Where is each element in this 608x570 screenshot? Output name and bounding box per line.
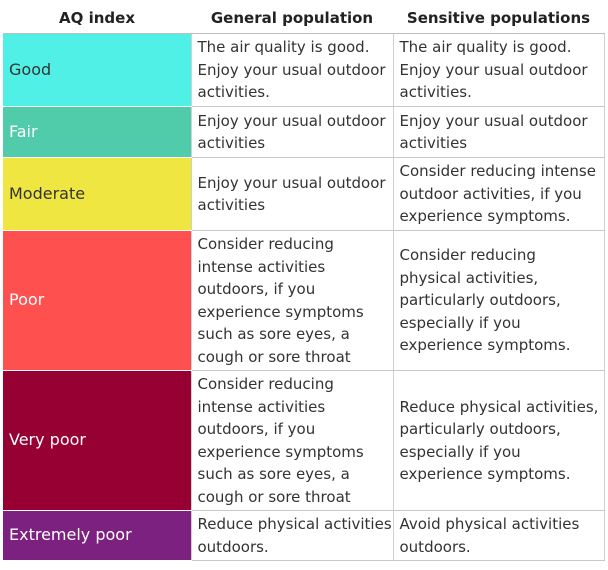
advice-line: The air quality is good. bbox=[197, 38, 370, 57]
advice-line: Consider reducing bbox=[399, 246, 536, 265]
general-population-cell: Enjoy your usual outdoor activities bbox=[190, 106, 393, 158]
advice-line: experience symptoms. bbox=[399, 336, 571, 355]
advice-line: activities bbox=[197, 134, 266, 152]
general-population-cell: Reduce physical activities outdoors. bbox=[190, 510, 393, 561]
table-row: Extremely poor Reduce physical activities… bbox=[3, 510, 605, 561]
advice-line: activities bbox=[197, 196, 266, 214]
general-population-cell: Enjoy your usual outdoor activities bbox=[190, 157, 393, 231]
table-row: Very poor Consider reducing intense activi… bbox=[3, 370, 605, 511]
table-row: Good The air quality is good. Enjoy your u… bbox=[3, 33, 605, 107]
advice-line: intense activities bbox=[197, 257, 326, 276]
general-population-cell: Consider reducing intense activities outdo… bbox=[190, 230, 393, 371]
sensitive-population-cell: Consider reducing intense outdoor activit… bbox=[392, 157, 605, 231]
advice-line: outdoors. bbox=[399, 537, 471, 556]
sensitive-population-cell: Avoid physical activities outdoors. bbox=[392, 510, 605, 561]
general-population-cell: Consider reducing intense activities outdo… bbox=[190, 370, 393, 511]
advice-line: Enjoy your usual outdoor bbox=[197, 60, 386, 79]
aq-level-cell: Extremely poor bbox=[3, 510, 191, 561]
aq-level-cell: Very poor bbox=[3, 370, 191, 511]
aq-level-cell: Poor bbox=[3, 230, 191, 371]
advice-line: particularly outdoors, bbox=[399, 420, 561, 438]
advice-line: Reduce physical activities, bbox=[399, 397, 599, 416]
advice-line: The air quality is good. bbox=[399, 38, 572, 57]
advice-line: Consider reducing bbox=[197, 375, 334, 393]
advice-line: activities bbox=[399, 134, 468, 152]
advice-line: particularly outdoors, bbox=[399, 291, 561, 310]
aq-level-cell: Fair bbox=[3, 106, 191, 158]
header-sensitive-populations: Sensitive populations bbox=[393, 3, 604, 34]
aq-level-cell: Good bbox=[3, 33, 191, 107]
general-population-cell: The air quality is good. Enjoy your usual… bbox=[190, 33, 393, 107]
advice-line: activities. bbox=[197, 83, 270, 102]
advice-line: experience symptoms. bbox=[399, 465, 571, 483]
advice-line: Consider reducing bbox=[197, 235, 334, 253]
advice-line: experience symptoms bbox=[197, 302, 364, 321]
sensitive-population-cell: Consider reducing physical activities, par… bbox=[392, 230, 605, 371]
advice-line: Avoid physical activities bbox=[399, 515, 580, 533]
header-row: AQ index General population Sensitive po… bbox=[3, 3, 604, 34]
advice-line: Reduce physical activities bbox=[197, 515, 392, 533]
advice-line: cough or sore throat bbox=[197, 487, 351, 506]
sensitive-population-cell: Reduce physical activities, particularly … bbox=[392, 370, 605, 511]
advice-line: especially if you bbox=[399, 442, 521, 461]
advice-line: especially if you bbox=[399, 313, 521, 332]
advice-line: experience symptoms bbox=[197, 442, 364, 461]
advice-line: physical activities, bbox=[399, 268, 539, 287]
advice-line: such as sore eyes, a bbox=[197, 465, 350, 483]
table-row: Moderate Enjoy your usual outdoor activiti… bbox=[3, 157, 605, 231]
advice-line: Enjoy your usual outdoor bbox=[399, 60, 588, 79]
advice-line: Enjoy your usual outdoor bbox=[197, 173, 386, 192]
advice-line: Enjoy your usual outdoor bbox=[399, 111, 588, 130]
advice-line: cough or sore throat bbox=[197, 347, 351, 366]
header-general-population: General population bbox=[191, 3, 393, 34]
advice-line: outdoors, if you bbox=[197, 420, 316, 438]
sensitive-population-cell: Enjoy your usual outdoor activities bbox=[392, 106, 605, 158]
advice-line: outdoors. bbox=[197, 537, 269, 556]
advice-line: outdoor activities, if you bbox=[399, 184, 582, 203]
advice-line: Enjoy your usual outdoor bbox=[197, 111, 386, 130]
air-quality-table: AQ index General population Sensitive po… bbox=[3, 3, 605, 561]
header-aq-index: AQ index bbox=[3, 3, 191, 34]
table-row: Fair Enjoy your usual outdoor activities En… bbox=[3, 106, 605, 158]
advice-line: intense activities bbox=[197, 397, 326, 416]
advice-line: experience symptoms. bbox=[399, 207, 571, 226]
advice-line: activities. bbox=[399, 83, 472, 102]
advice-line: such as sore eyes, a bbox=[197, 325, 350, 343]
advice-line: Consider reducing intense bbox=[399, 162, 596, 181]
advice-line: outdoors, if you bbox=[197, 280, 316, 298]
aq-level-cell: Moderate bbox=[3, 157, 191, 231]
table-row: Poor Consider reducing intense activities o… bbox=[3, 230, 605, 371]
sensitive-population-cell: The air quality is good. Enjoy your usual… bbox=[392, 33, 605, 107]
